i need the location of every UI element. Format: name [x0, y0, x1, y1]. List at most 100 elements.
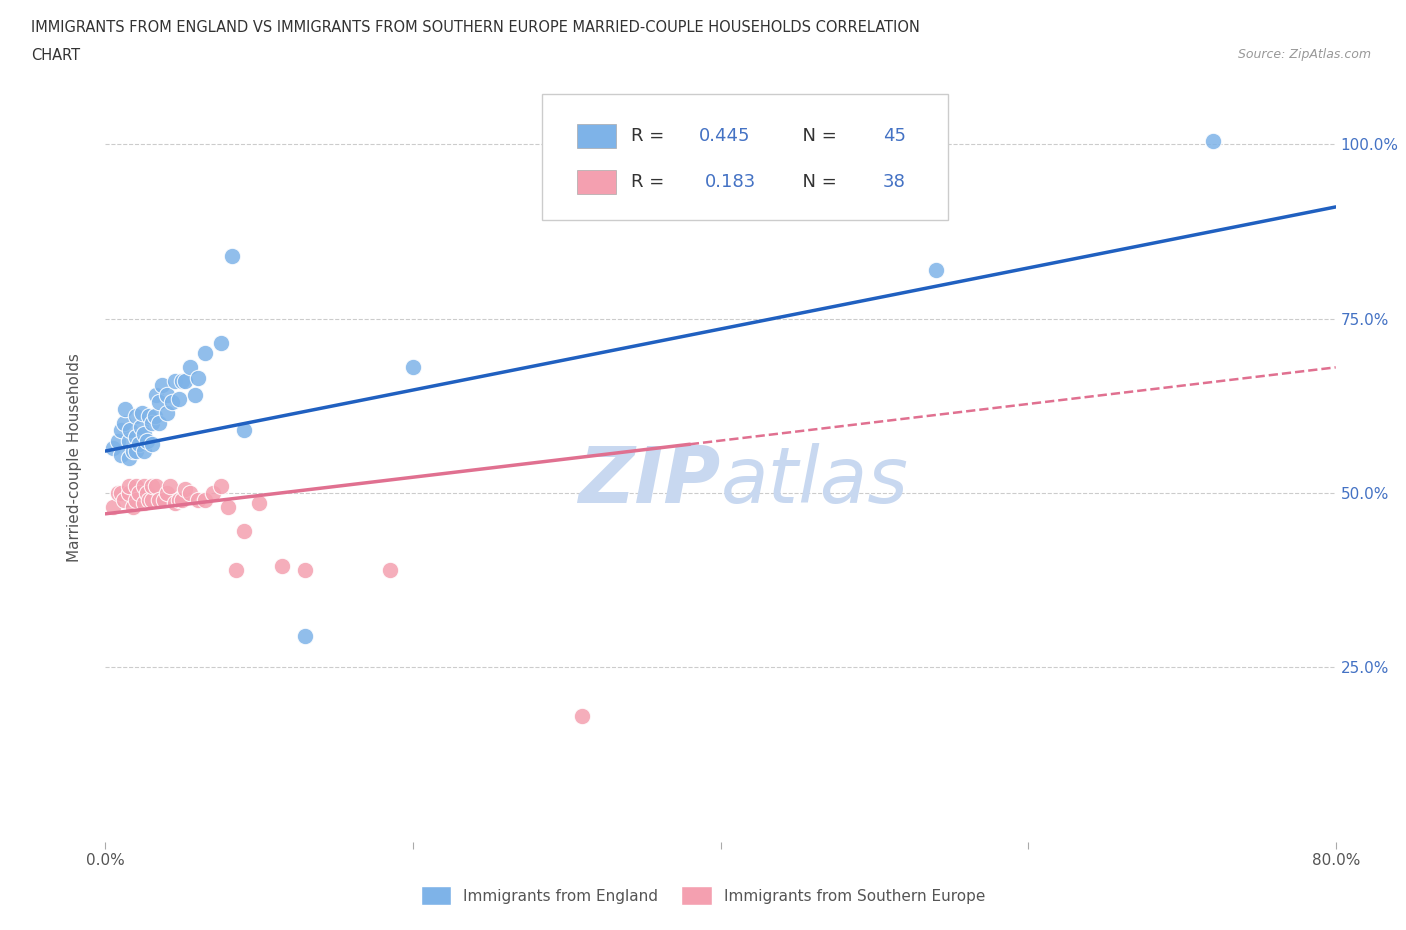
Point	[110, 447, 132, 462]
Point	[110, 485, 132, 500]
Point	[112, 416, 135, 431]
Point	[194, 346, 217, 361]
Point	[141, 437, 163, 452]
Point	[125, 493, 148, 508]
Text: Source: ZipAtlas.com: Source: ZipAtlas.com	[1237, 48, 1371, 61]
Point	[1201, 133, 1223, 148]
Point	[209, 336, 232, 351]
Point	[571, 709, 593, 724]
Point	[141, 493, 163, 508]
Legend: Immigrants from England, Immigrants from Southern Europe: Immigrants from England, Immigrants from…	[415, 881, 991, 911]
Text: 0.183: 0.183	[704, 173, 756, 191]
Point	[402, 360, 425, 375]
Point	[128, 437, 150, 452]
Text: 45: 45	[883, 126, 905, 145]
Point	[141, 416, 163, 431]
Point	[172, 493, 194, 508]
Point	[117, 479, 139, 494]
Point	[225, 562, 247, 577]
Point	[122, 499, 145, 514]
Point	[148, 416, 170, 431]
Point	[141, 479, 163, 494]
Point	[209, 479, 232, 494]
Point	[156, 485, 179, 500]
Point	[125, 479, 148, 494]
Point	[179, 485, 201, 500]
Point	[101, 440, 124, 455]
FancyBboxPatch shape	[576, 124, 616, 148]
Point	[125, 444, 148, 458]
Point	[169, 392, 191, 406]
FancyBboxPatch shape	[576, 169, 616, 194]
Point	[129, 419, 152, 434]
FancyBboxPatch shape	[543, 94, 948, 220]
Point	[183, 388, 205, 403]
Point	[202, 485, 225, 500]
Point	[117, 451, 139, 466]
Point	[218, 499, 240, 514]
Point	[163, 496, 186, 511]
Text: IMMIGRANTS FROM ENGLAND VS IMMIGRANTS FROM SOUTHERN EUROPE MARRIED-COUPLE HOUSEH: IMMIGRANTS FROM ENGLAND VS IMMIGRANTS FR…	[31, 20, 920, 35]
Point	[107, 433, 129, 448]
Text: N =: N =	[790, 173, 842, 191]
Point	[169, 493, 191, 508]
Point	[148, 493, 170, 508]
Point	[117, 485, 139, 500]
Point	[101, 499, 124, 514]
Point	[143, 409, 166, 424]
Point	[179, 360, 201, 375]
Point	[156, 405, 179, 420]
Text: 0.445: 0.445	[699, 126, 749, 145]
Point	[294, 562, 316, 577]
Text: R =: R =	[631, 126, 669, 145]
Point	[247, 496, 270, 511]
Point	[114, 402, 136, 417]
Text: ZIP: ZIP	[578, 443, 721, 519]
Point	[271, 559, 294, 574]
Point	[125, 409, 148, 424]
Point	[156, 388, 179, 403]
Point	[221, 248, 243, 263]
Point	[107, 485, 129, 500]
Point	[132, 496, 155, 511]
Point	[120, 423, 141, 438]
Point	[153, 493, 176, 508]
Point	[132, 444, 155, 458]
Y-axis label: Married-couple Households: Married-couple Households	[67, 353, 82, 563]
Point	[138, 409, 160, 424]
Point	[925, 262, 948, 277]
Point	[117, 433, 139, 448]
Point	[110, 423, 132, 438]
Point	[145, 479, 167, 494]
Point	[187, 493, 209, 508]
Point	[232, 524, 254, 538]
Text: CHART: CHART	[31, 48, 80, 63]
Point	[132, 426, 155, 441]
Text: R =: R =	[631, 173, 675, 191]
Point	[174, 374, 197, 389]
Point	[122, 444, 145, 458]
Point	[148, 395, 170, 410]
Point	[232, 423, 254, 438]
Point	[163, 374, 186, 389]
Point	[194, 493, 217, 508]
Point	[132, 479, 155, 494]
Point	[160, 395, 183, 410]
Point	[150, 378, 173, 392]
Point	[138, 493, 160, 508]
Point	[174, 482, 197, 497]
Point	[112, 493, 135, 508]
Point	[136, 485, 159, 500]
Text: 38: 38	[883, 173, 905, 191]
Point	[378, 562, 401, 577]
Point	[172, 374, 194, 389]
Text: N =: N =	[790, 126, 842, 145]
Point	[294, 629, 316, 644]
Point	[159, 479, 181, 494]
Point	[187, 370, 209, 385]
Point	[131, 405, 153, 420]
Text: atlas: atlas	[721, 443, 908, 519]
Point	[125, 430, 148, 445]
Point	[128, 485, 150, 500]
Point	[145, 388, 167, 403]
